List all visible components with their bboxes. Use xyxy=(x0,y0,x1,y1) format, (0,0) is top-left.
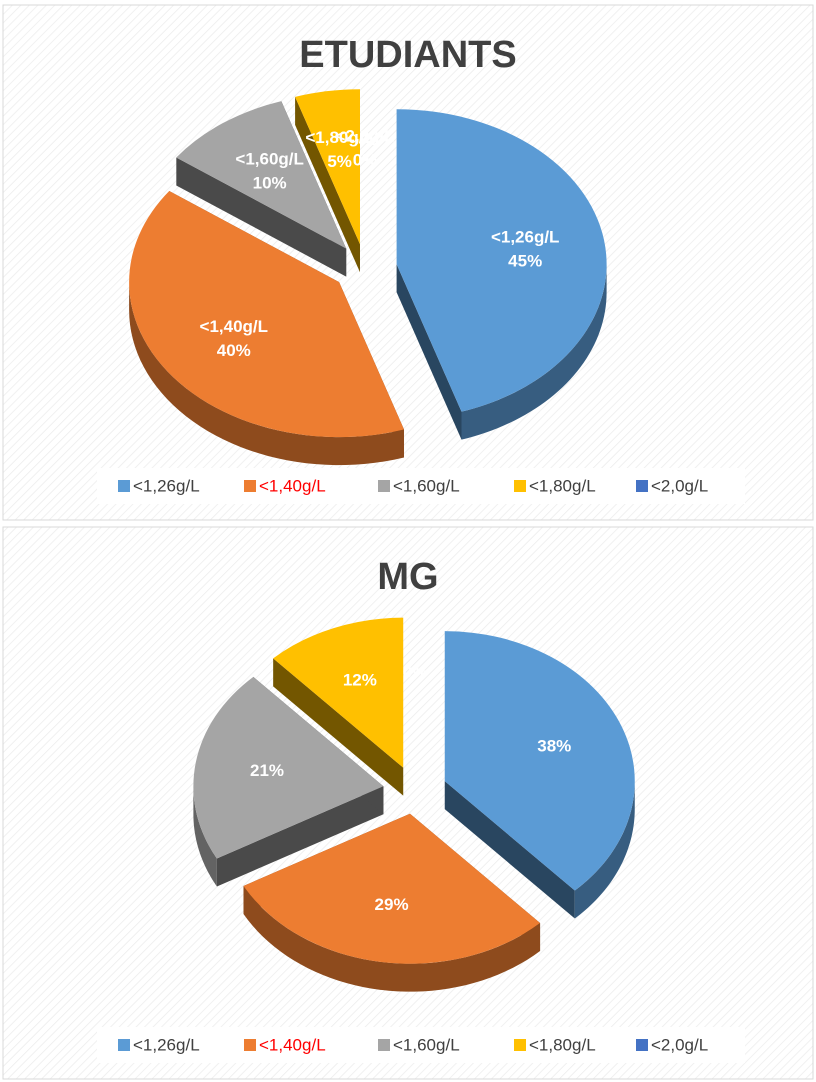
slice xyxy=(193,676,384,859)
slice-side xyxy=(444,781,575,919)
chart-title: ETUDIANTS xyxy=(299,34,516,76)
slice xyxy=(129,191,405,438)
legend-swatch xyxy=(118,1039,130,1051)
legend-label: <1,80g/L xyxy=(529,476,596,495)
data-label-category: <2,0g/L xyxy=(335,126,394,145)
slice-side xyxy=(273,658,404,796)
slice xyxy=(176,101,347,249)
legend-swatch xyxy=(244,480,256,492)
slice-side xyxy=(574,781,635,919)
legend-swatch xyxy=(118,480,130,492)
slice-side xyxy=(216,786,384,887)
data-label: 38% xyxy=(537,736,571,755)
data-labels: <1,26g/L 45% <1,40g/L 40% <1,60g/L 10% <1,80g/… xyxy=(200,126,560,360)
legend-label: <1,40g/L xyxy=(259,1035,326,1054)
slices xyxy=(193,617,635,964)
legend-swatch xyxy=(378,480,390,492)
legend-label: <2,0g/L xyxy=(651,1035,708,1054)
data-label: 45% xyxy=(508,252,542,271)
legend-label: <1,60g/L xyxy=(393,476,460,495)
data-label-category: <1,80g/L xyxy=(305,128,374,147)
slice xyxy=(444,631,635,891)
data-label-category: <1,40g/L xyxy=(200,317,269,336)
legend-swatch xyxy=(636,1039,648,1051)
legend-swatch xyxy=(244,1039,256,1051)
legend-label: <1,26g/L xyxy=(133,1035,200,1054)
legend-swatch xyxy=(514,1039,526,1051)
slice-side xyxy=(295,96,360,273)
slice xyxy=(396,109,607,412)
data-label: 5% xyxy=(327,152,352,171)
panel xyxy=(2,526,814,1080)
slice xyxy=(243,813,541,964)
legend-swatch xyxy=(514,480,526,492)
slice-side xyxy=(396,264,462,440)
legend-swatch xyxy=(636,480,648,492)
data-label: 0% xyxy=(353,150,378,169)
legend-label: <1,80g/L xyxy=(529,1035,596,1054)
data-label: 12% xyxy=(343,671,377,690)
data-label-category: <1,60g/L xyxy=(235,149,304,168)
data-label: 40% xyxy=(217,341,251,360)
data-label: 21% xyxy=(250,761,284,780)
slice-side xyxy=(176,157,347,277)
legend-label: <1,40g/L xyxy=(259,476,326,495)
slices xyxy=(129,89,607,438)
data-label-category: <1,26g/L xyxy=(491,228,560,247)
slice xyxy=(273,617,404,768)
slice-side xyxy=(193,786,217,887)
data-label: 10% xyxy=(253,173,287,192)
slice-side xyxy=(129,282,405,466)
data-label: 0% xyxy=(403,662,428,681)
legend-label: <1,26g/L xyxy=(133,476,200,495)
data-label: 29% xyxy=(375,895,409,914)
slice xyxy=(295,89,360,245)
data-labels: 38% 29% 21% 12% 0% xyxy=(250,662,571,914)
legend-label: <2,0g/L xyxy=(651,476,708,495)
slice-side xyxy=(461,264,607,440)
legend-swatch xyxy=(378,1039,390,1051)
slice-side xyxy=(243,885,541,992)
legend-label: <1,60g/L xyxy=(393,1035,460,1054)
chart-title: MG xyxy=(377,556,438,598)
